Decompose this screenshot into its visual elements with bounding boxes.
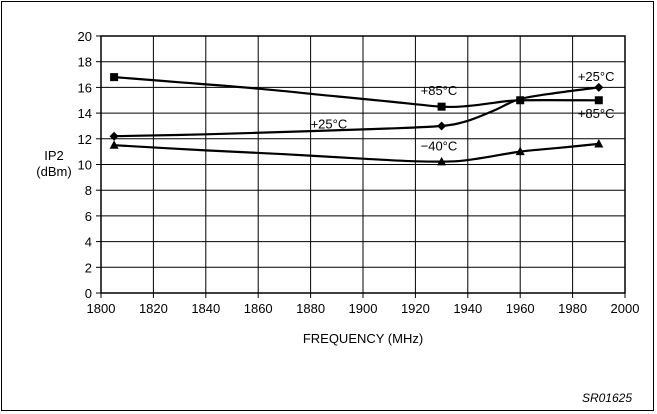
- y-tick-label: 4: [85, 235, 92, 250]
- x-tick-label: 1800: [87, 301, 116, 316]
- data-point: [109, 131, 119, 141]
- y-axis-label-line2: (dBm): [36, 164, 71, 179]
- y-tick-label: 0: [85, 286, 92, 301]
- data-point: [594, 96, 603, 105]
- data-point: [594, 138, 604, 148]
- series-line: [114, 76, 599, 109]
- data-point: [515, 146, 525, 156]
- curve-annotation: −40°C: [421, 138, 458, 153]
- y-tick-label: 14: [78, 106, 92, 121]
- x-tick-label: 1840: [191, 301, 220, 316]
- x-tick-label: 1900: [349, 301, 378, 316]
- axes: 1800 1820 1840 1860 1880 1900 1920 1940 1960 1980…: [36, 29, 639, 346]
- x-tick-label: 1980: [558, 301, 587, 316]
- data-point: [110, 73, 119, 82]
- x-tick-label: 1920: [401, 301, 430, 316]
- y-tick-label: 10: [78, 158, 92, 173]
- y-tick-label: 12: [78, 132, 92, 147]
- y-axis-label-line1: IP2: [44, 148, 64, 163]
- y-tick-label: 18: [78, 55, 92, 70]
- series-line: [114, 86, 599, 138]
- x-tick-label: 2000: [611, 301, 640, 316]
- data-point: [437, 102, 446, 111]
- data-point: [594, 82, 604, 92]
- y-tick-label: 8: [85, 183, 92, 198]
- series-line: [114, 142, 599, 163]
- series-group: [110, 73, 603, 111]
- series-group: [109, 138, 604, 166]
- grid: [100, 35, 626, 294]
- data-point: [516, 96, 525, 105]
- x-tick-label: 1860: [244, 301, 273, 316]
- x-tick-label: 1820: [139, 301, 168, 316]
- curve-annotation: +85°C: [421, 83, 458, 98]
- labels-layer: +85°C +25°C −40°C +25°C +85°C SR01625: [311, 69, 633, 405]
- x-tick-label: 1960: [506, 301, 535, 316]
- data-point: [109, 140, 119, 149]
- y-tick-label: 6: [85, 209, 92, 224]
- data-point: [437, 121, 447, 131]
- y-tick-label: 2: [85, 260, 92, 275]
- x-axis-label: FREQUENCY (MHz): [303, 331, 423, 346]
- data-point: [437, 156, 447, 166]
- series-layer: [109, 73, 604, 166]
- y-tick-label: 16: [78, 80, 92, 95]
- figure-code: SR01625: [582, 391, 632, 405]
- curve-annotation: +85°C: [578, 106, 615, 121]
- curve-annotation: +25°C: [311, 117, 348, 132]
- y-tick-label: 20: [78, 29, 92, 44]
- x-tick-label: 1940: [453, 301, 482, 316]
- curve-annotation: +25°C: [578, 69, 615, 84]
- x-tick-label: 1880: [296, 301, 325, 316]
- series-group: [109, 82, 604, 141]
